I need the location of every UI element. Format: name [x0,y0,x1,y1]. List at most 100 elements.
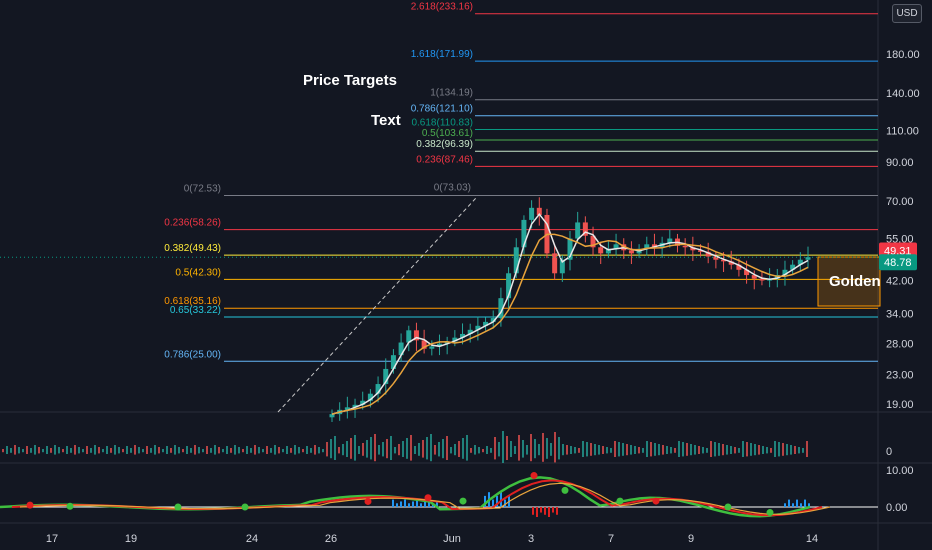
x-axis-tick: 26 [325,533,337,545]
candle[interactable] [651,244,657,248]
candle[interactable] [598,247,604,254]
volume-bar [398,444,400,456]
volume-bar [218,447,220,454]
candle[interactable] [352,404,358,408]
candle[interactable] [644,244,650,249]
volume-bar [366,440,368,458]
volume-bar [270,448,272,453]
osc-histogram-bar [544,507,546,515]
y-axis-tick: 110.00 [886,126,919,138]
candle[interactable] [782,269,788,276]
golden-zone-box[interactable] [817,256,881,307]
candle[interactable] [529,207,535,220]
volume-bar [238,447,240,454]
candle[interactable] [567,238,573,260]
volume-bar [130,448,132,453]
fib-level-label: 0.618(110.83) [411,117,473,128]
dashed-trendline[interactable] [277,197,477,413]
volume-bar [774,441,776,457]
candle[interactable] [736,264,742,270]
candle[interactable] [744,269,750,276]
candle[interactable] [559,259,565,274]
candle[interactable] [444,341,450,344]
candle[interactable] [582,222,588,236]
candle[interactable] [713,256,719,260]
candle[interactable] [413,330,419,341]
candle[interactable] [460,333,466,338]
candle[interactable] [506,273,512,299]
volume-bar [250,448,252,453]
volume-bar [106,446,108,454]
osc-signal-dot [364,497,372,505]
fib-level-label: 0.786(121.10) [411,104,473,115]
candle[interactable] [436,343,442,347]
candle[interactable] [360,400,366,405]
candle[interactable] [367,393,373,401]
volume-bar [38,447,40,454]
volume-bar [746,442,748,457]
candle[interactable] [575,222,581,239]
candle[interactable] [690,247,696,251]
candle[interactable] [628,250,634,254]
candle[interactable] [452,337,458,342]
volume-bar [770,448,772,453]
candle[interactable] [705,251,711,257]
annotation-text: Text [371,112,401,129]
candle[interactable] [375,384,381,394]
candle[interactable] [805,257,811,260]
y-axis-tick: 140.00 [886,88,920,100]
candle[interactable] [383,368,389,385]
y-axis-tick: 180.00 [886,49,920,61]
candle[interactable] [667,238,673,243]
volume-bar [466,435,468,461]
candle[interactable] [728,261,734,265]
candle[interactable] [329,414,335,418]
candle[interactable] [406,330,412,343]
volume-bar [782,443,784,456]
volume-bar [538,444,540,456]
candle[interactable] [605,248,611,254]
osc-histogram-bar [552,507,554,513]
candle[interactable] [475,325,481,330]
volume-bar [638,447,640,454]
candle[interactable] [682,245,688,248]
osc-histogram-bar [424,501,426,507]
candle[interactable] [797,259,803,265]
osc-signal-dot [174,503,182,511]
candle[interactable] [759,278,765,281]
candle[interactable] [590,235,596,248]
candle[interactable] [398,342,404,356]
candle[interactable] [552,253,558,274]
candle[interactable] [613,244,619,249]
candle[interactable] [721,259,727,262]
volume-bar [226,446,228,454]
osc-histogram-bar [800,503,802,507]
currency-button[interactable]: USD [892,4,922,23]
candle[interactable] [751,275,757,279]
volume-bar [42,449,44,453]
candle[interactable] [790,264,796,270]
volume-bar [334,436,336,460]
volume-bar [50,448,52,453]
candle[interactable] [483,321,489,326]
candle[interactable] [429,346,435,349]
candle[interactable] [498,298,504,319]
volume-bar [578,448,580,453]
candle[interactable] [698,250,704,252]
candle[interactable] [467,329,473,334]
volume-bar [654,443,656,456]
candle[interactable] [344,407,350,410]
candle[interactable] [536,207,542,215]
candle[interactable] [490,318,496,322]
fib-level-label: 0.65(33.22) [170,305,221,316]
volume-bar [158,447,160,454]
volume-bar [474,445,476,455]
osc-axis-tick: 10.00 [886,465,914,477]
candle[interactable] [521,219,527,248]
candle[interactable] [390,355,396,369]
candle[interactable] [421,340,427,349]
osc-axis-tick: 0.00 [886,502,907,514]
candle[interactable] [513,247,519,274]
